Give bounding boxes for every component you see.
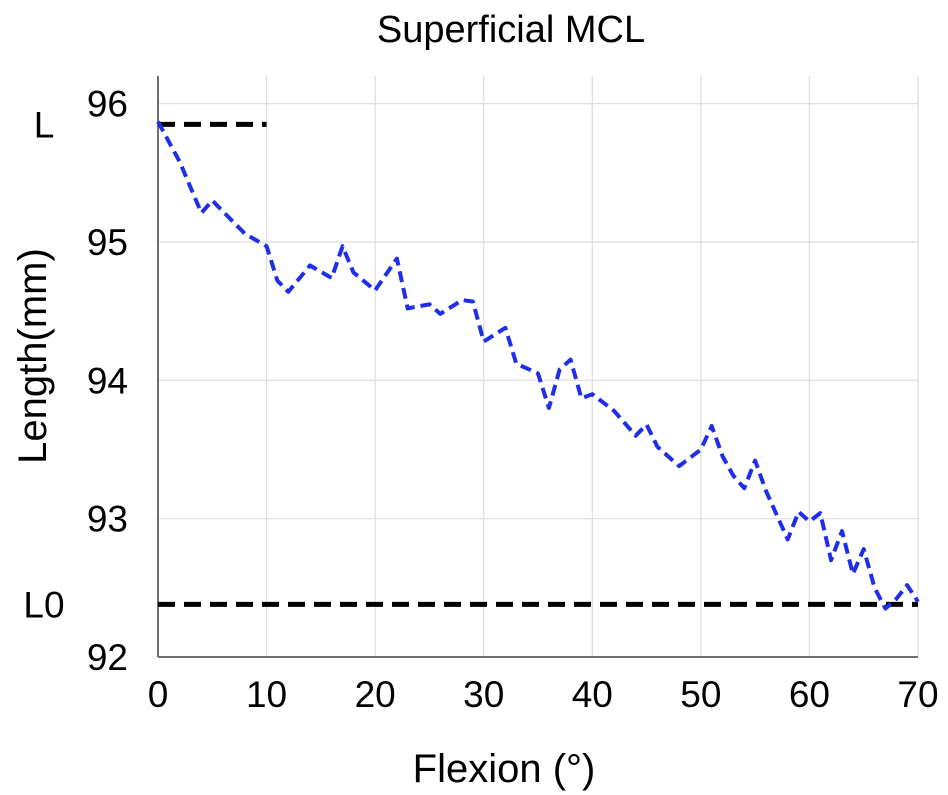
data-point [395,257,398,260]
x-tick-label: 50 [680,674,721,715]
y-tick-label: 96 [87,84,128,125]
data-point [591,393,594,396]
x-tick-label: 70 [897,674,938,715]
data-point [428,303,431,306]
data-point [786,538,789,541]
data-point [895,597,898,600]
data-point [222,210,225,213]
y-tick-label: 92 [87,637,128,678]
x-axis-label: Flexion (°) [413,747,596,791]
data-point [211,199,214,202]
x-axis-ticks: 0 10 20 30 40 50 60 70 [148,674,939,715]
data-point [178,160,181,163]
data-point [808,520,811,523]
data-point [471,300,474,303]
data-point [743,487,746,490]
data-point [406,307,409,310]
data-point [482,340,485,343]
data-point [374,289,377,292]
data-point [656,445,659,448]
data-point [754,459,757,462]
y-tick-label: 93 [87,499,128,540]
reference-label-l: L [34,104,55,145]
plot-axes [157,76,918,658]
data-point [157,120,160,123]
x-tick-label: 20 [355,674,396,715]
data-point [884,607,887,610]
data-point [862,548,865,551]
data-point [341,245,344,248]
data-point [276,279,279,282]
data-point [243,232,246,235]
x-tick-label: 0 [148,674,169,715]
data-point [504,326,507,329]
data-point [830,559,833,562]
data-point [765,490,768,493]
data-point [906,584,909,587]
data-point [732,474,735,477]
data-point [841,530,844,533]
reference-lines: L L0 [23,104,918,625]
reference-label-l0: L0 [23,584,64,625]
data-point [721,455,724,458]
x-tick-label: 60 [789,674,830,715]
x-tick-label: 30 [463,674,504,715]
data-point [580,397,583,400]
data-point [287,290,290,293]
data-point [352,271,355,274]
data-point [330,277,333,280]
y-tick-label: 94 [87,360,128,401]
y-axis-label: Length(mm) [11,248,55,464]
grid-lines [158,76,919,658]
series-line [156,120,920,611]
data-point [634,434,637,437]
data-point [819,512,822,515]
data-point [710,425,713,428]
x-tick-label: 10 [246,674,287,715]
y-axis-ticks: 92 93 94 95 96 [87,84,128,678]
data-point [200,212,203,215]
series-group [156,120,920,611]
chart-title: Superficial MCL [377,9,645,51]
data-point [558,368,561,371]
data-point [265,245,268,248]
data-point [547,407,550,410]
data-point [873,586,876,589]
data-point [613,409,616,412]
data-point [917,600,920,603]
data-point [645,423,648,426]
data-point [537,372,540,375]
y-tick-label: 95 [87,222,128,263]
data-point [851,573,854,576]
data-point [309,264,312,267]
data-point [678,465,681,468]
data-point [797,510,800,513]
data-point [515,362,518,365]
data-point [569,358,572,361]
data-point [699,448,702,451]
data-point [461,299,464,302]
data-point [439,312,442,315]
x-tick-label: 40 [572,674,613,715]
